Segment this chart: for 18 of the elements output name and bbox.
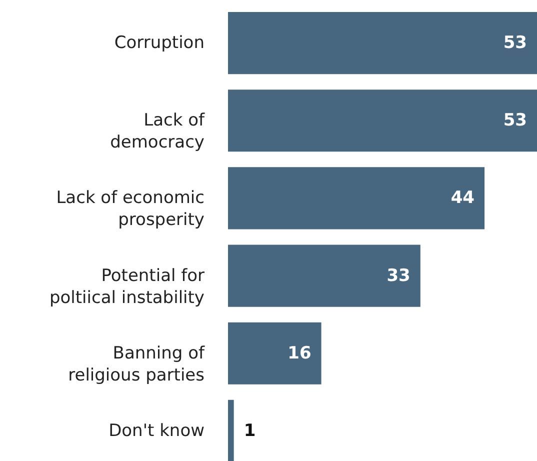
bar (228, 322, 322, 384)
bar (228, 400, 234, 461)
y-tick-label: Corruption (114, 33, 204, 54)
y-tick-label: Potential for poltiical instability (49, 266, 204, 308)
y-tick-label: Lack of economic prosperity (56, 188, 204, 230)
data-label: 53 (503, 110, 527, 131)
data-label: 44 (450, 188, 475, 208)
bar (228, 90, 537, 152)
data-label: 53 (503, 33, 527, 54)
bar (228, 244, 420, 307)
y-tick-label: Don't know (108, 420, 205, 441)
bar (228, 167, 485, 230)
y-tick-label: Lack of democracy (110, 110, 206, 153)
data-label: 1 (244, 420, 256, 441)
bar (228, 12, 537, 74)
y-tick-label: Banning of religious parties (68, 343, 206, 386)
data-label: 33 (386, 266, 410, 286)
data-label: 16 (288, 343, 312, 364)
